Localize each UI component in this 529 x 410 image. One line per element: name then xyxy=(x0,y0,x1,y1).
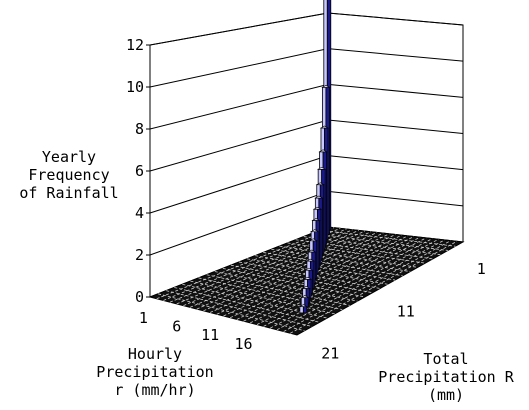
x-axis-title: Hourly Precipitation r (mm/hr) xyxy=(80,345,230,399)
y-tick-label: 21 xyxy=(321,345,339,363)
floor-gridline xyxy=(243,236,415,322)
z-axis-title-line-3: of Rainfall xyxy=(19,184,119,202)
floor-gridline xyxy=(287,242,426,264)
z-axis-title: Yearly Frequency of Rainfall xyxy=(4,148,134,202)
bar-top xyxy=(312,206,323,210)
floor-gridline xyxy=(276,239,445,331)
bar-face-left xyxy=(299,306,304,314)
y-axis-title-line-3: (mm) xyxy=(427,386,465,404)
floor-gridline xyxy=(311,232,448,251)
x-axis-title-line-2: Precipitation xyxy=(96,363,214,381)
floor-gridline xyxy=(198,277,343,311)
bar-top xyxy=(321,85,331,88)
y-axis-title-line-1: Total xyxy=(423,350,469,368)
bar-top xyxy=(305,258,316,262)
bar-top xyxy=(304,267,314,271)
bar-top xyxy=(319,125,330,129)
bar-top xyxy=(298,304,308,307)
bar-top xyxy=(309,229,320,232)
y-tick-label: 11 xyxy=(397,302,415,320)
x-tick-label: 1 xyxy=(139,309,148,327)
x-tick-label: 6 xyxy=(172,318,181,336)
x-tick-label: 16 xyxy=(235,335,253,353)
floor-gridline xyxy=(206,274,350,306)
bar-top xyxy=(301,286,311,289)
z-tick-label: 2 xyxy=(135,246,144,264)
bar-top xyxy=(315,182,325,185)
floor-gridline xyxy=(250,236,421,324)
floor-gridline xyxy=(157,293,305,332)
floor-gridline xyxy=(263,238,433,327)
z-axis-title-line-2: Frequency xyxy=(28,166,110,184)
right-back-wall xyxy=(327,12,464,243)
y-axis-title: Total Precipitation R (mm) xyxy=(366,350,526,404)
floor-gridline xyxy=(236,235,408,320)
floor-gridline xyxy=(270,238,439,329)
bar-top xyxy=(302,276,313,280)
x-tick-label: 11 xyxy=(201,326,219,344)
bar-top xyxy=(311,218,321,221)
floor-gridline xyxy=(283,240,451,332)
bar-top xyxy=(300,295,310,298)
z-tick-label: 4 xyxy=(135,204,144,222)
y-axis-title-line-2: Precipitation R xyxy=(378,368,514,386)
floor-gridline xyxy=(271,248,411,272)
z-tick-label: 6 xyxy=(135,162,144,180)
bar-top xyxy=(308,238,318,242)
z-tick-label: 0 xyxy=(135,288,144,306)
bar-top xyxy=(314,195,324,199)
floor-gridline xyxy=(214,271,358,302)
floor-gridline xyxy=(163,227,341,301)
floor-gridline xyxy=(279,245,418,268)
floor-gridline xyxy=(263,252,403,277)
floor-gridline xyxy=(255,255,396,281)
x-axis-title-line-3: r (mm/hr) xyxy=(114,381,196,399)
chart-bars xyxy=(298,0,332,314)
x-axis-title-line-1: Hourly xyxy=(127,345,183,363)
z-tick-label: 12 xyxy=(126,36,144,54)
bar-top xyxy=(318,149,328,153)
bar-top xyxy=(307,249,317,253)
z-axis-title-line-1: Yearly xyxy=(41,148,97,166)
z-tick-label: 10 xyxy=(126,78,144,96)
z-tick-label: 8 xyxy=(135,120,144,138)
floor-gridline xyxy=(290,240,458,334)
floor-gridline xyxy=(189,230,365,308)
bar-face-right xyxy=(302,306,308,314)
floor-gridline xyxy=(319,229,456,247)
floor-gridline xyxy=(169,228,347,303)
bar-top xyxy=(317,166,327,170)
floor-gridline xyxy=(209,232,384,313)
floor-gridline xyxy=(295,239,433,260)
y-tick-label: 1 xyxy=(477,260,486,278)
floor-gridline xyxy=(256,237,427,325)
